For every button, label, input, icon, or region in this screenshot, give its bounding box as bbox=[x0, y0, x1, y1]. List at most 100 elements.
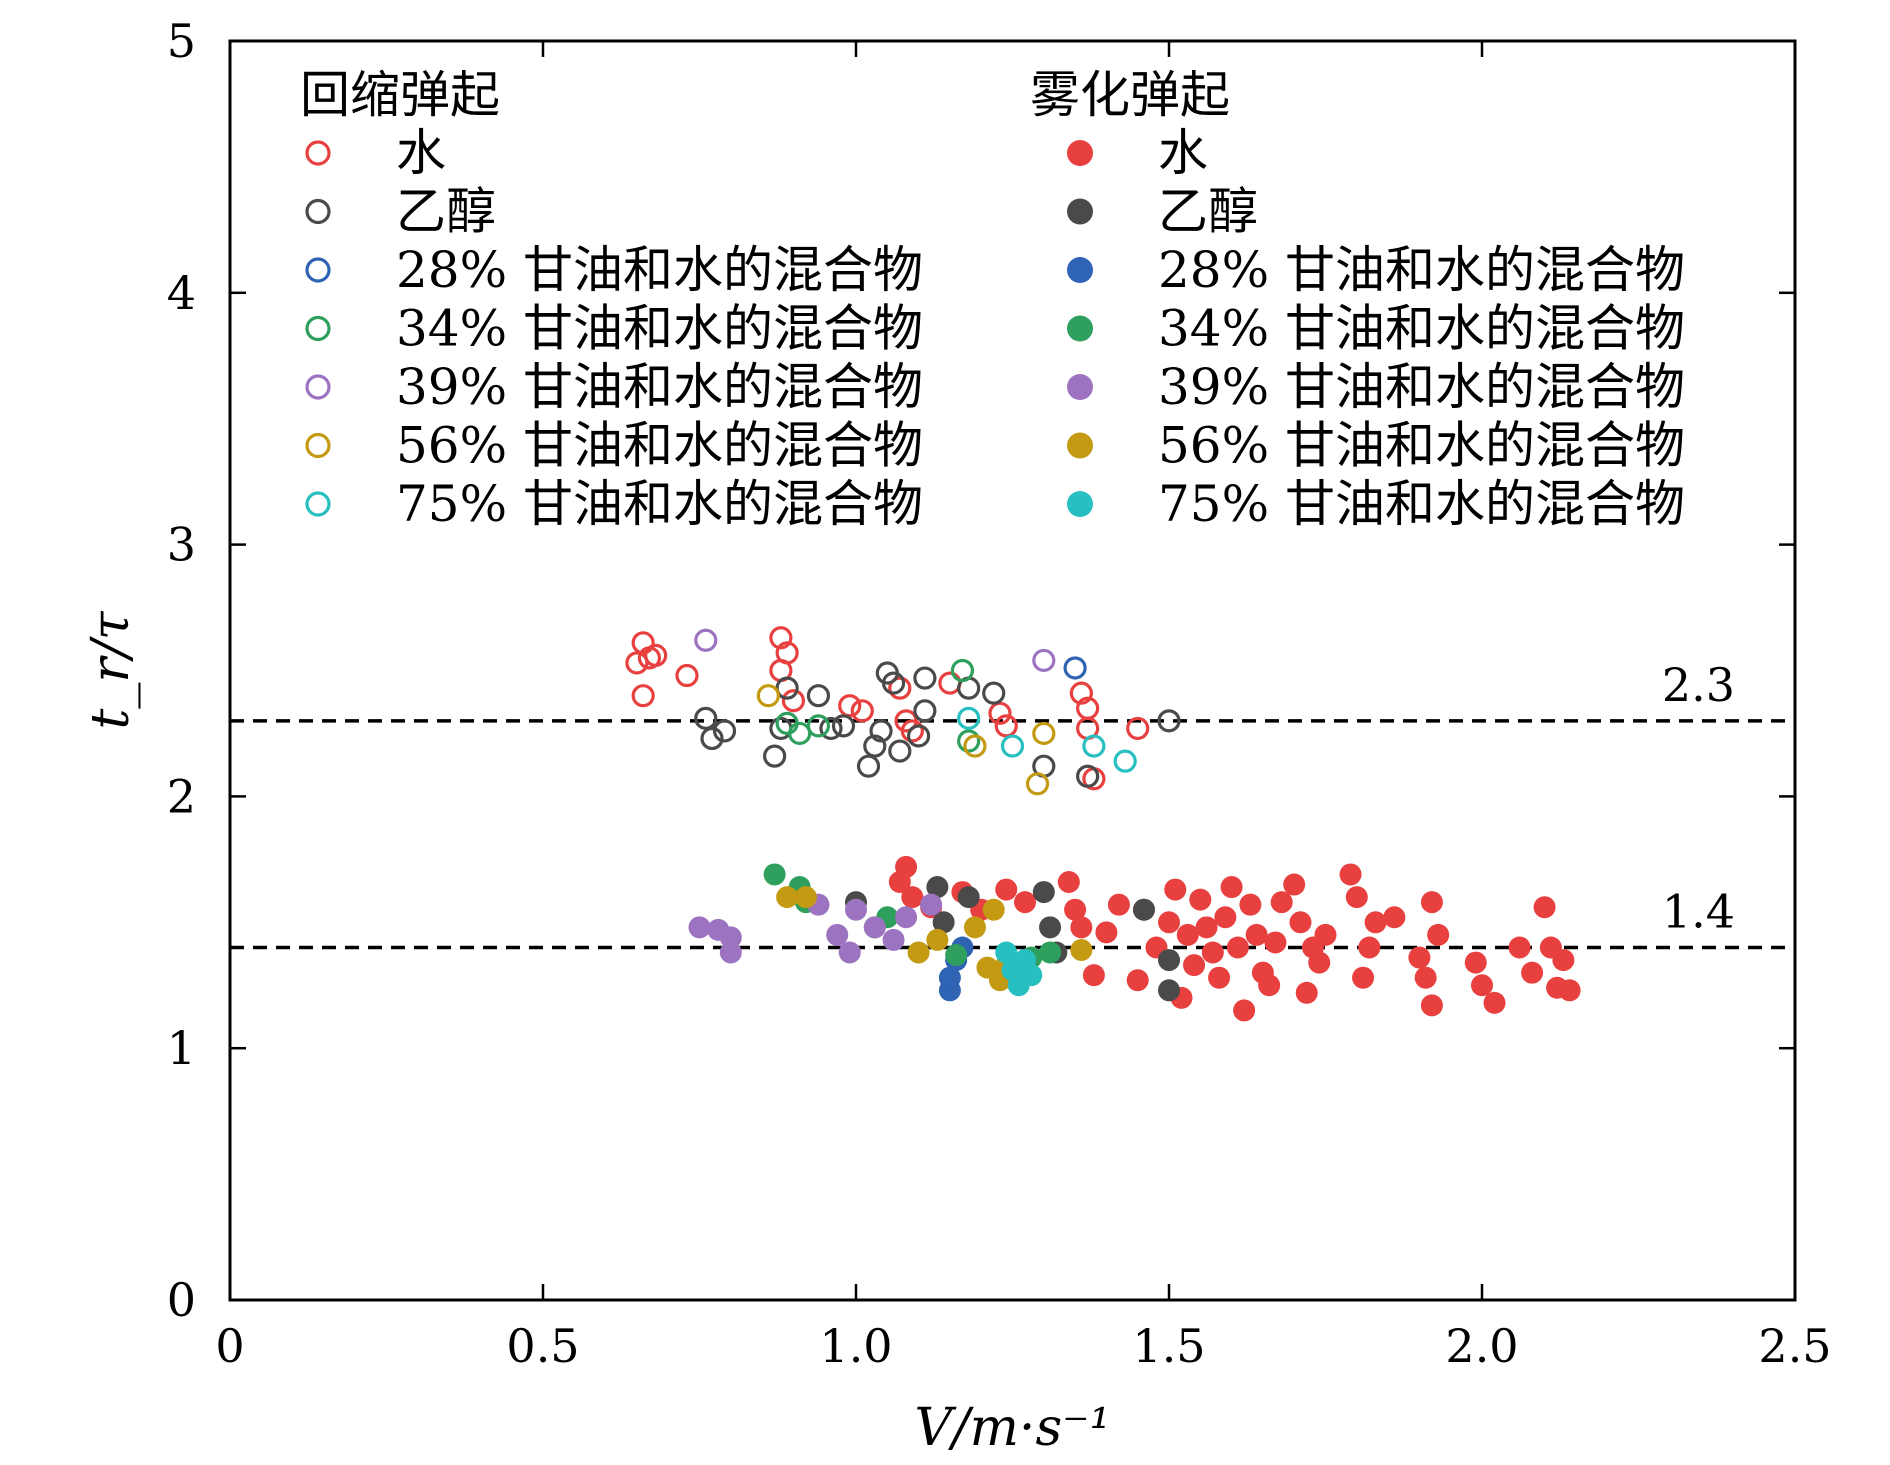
legend-marker-open bbox=[305, 257, 331, 283]
data-point bbox=[845, 898, 867, 921]
data-point bbox=[1063, 656, 1087, 680]
data-point bbox=[913, 699, 937, 723]
data-point bbox=[881, 671, 906, 695]
data-point bbox=[888, 739, 912, 763]
legend-label: 34% 甘油和水的混合物 bbox=[396, 300, 923, 358]
data-point bbox=[769, 716, 793, 741]
legend-label: 56% 甘油和水的混合物 bbox=[1158, 417, 1685, 475]
data-points bbox=[625, 626, 1581, 1022]
data-point bbox=[1189, 888, 1212, 911]
data-point bbox=[932, 911, 955, 934]
data-point bbox=[838, 694, 862, 718]
data-point bbox=[982, 898, 1005, 921]
data-point bbox=[694, 706, 718, 730]
data-point bbox=[1364, 911, 1387, 934]
data-point bbox=[1314, 923, 1337, 946]
series-open-3 bbox=[775, 658, 981, 753]
reference-line-label: 2.3 bbox=[1662, 658, 1735, 712]
data-point bbox=[1270, 891, 1293, 914]
series-open-0 bbox=[625, 626, 1150, 791]
data-point bbox=[1107, 893, 1130, 916]
legend-marker-open bbox=[305, 432, 331, 459]
data-point bbox=[1420, 891, 1443, 914]
legend-marker-filled bbox=[1067, 374, 1093, 400]
data-point bbox=[901, 886, 924, 909]
data-point bbox=[957, 729, 981, 753]
legend-marker-open bbox=[305, 374, 331, 400]
y-tick-label: 4 bbox=[167, 266, 196, 320]
legend-marker-open bbox=[305, 198, 331, 225]
data-point bbox=[907, 941, 930, 964]
data-point bbox=[913, 666, 937, 690]
legend-marker-open bbox=[305, 315, 331, 342]
data-point bbox=[1020, 964, 1043, 987]
data-point bbox=[994, 714, 1018, 738]
legend-group-title-open: 回缩弹起 bbox=[300, 66, 500, 124]
data-point bbox=[1158, 949, 1180, 972]
data-point bbox=[988, 701, 1012, 725]
data-point bbox=[1039, 941, 1062, 964]
series-open-4 bbox=[694, 628, 1056, 673]
series-open-2 bbox=[1063, 656, 1087, 680]
series-filled-13 bbox=[995, 941, 1043, 997]
data-point bbox=[945, 944, 968, 967]
data-point bbox=[719, 926, 742, 949]
data-point bbox=[1064, 898, 1087, 921]
data-point bbox=[920, 893, 943, 916]
series-filled-8 bbox=[845, 876, 1180, 1002]
legend-label: 乙醇 bbox=[1158, 183, 1258, 241]
series-filled-12 bbox=[776, 886, 1093, 992]
data-point bbox=[1095, 921, 1118, 944]
series-open-6 bbox=[957, 706, 1137, 773]
data-point bbox=[775, 676, 799, 700]
data-point bbox=[1226, 936, 1249, 959]
data-point bbox=[1032, 721, 1056, 746]
data-point bbox=[1070, 916, 1093, 939]
x-tick-label: 0.5 bbox=[506, 1319, 579, 1373]
data-point bbox=[1113, 749, 1137, 773]
legend-marker-filled bbox=[1067, 315, 1093, 342]
data-point bbox=[1220, 876, 1243, 899]
data-point bbox=[712, 719, 737, 743]
data-point bbox=[1295, 981, 1318, 1004]
data-point bbox=[1483, 991, 1506, 1014]
data-point bbox=[763, 863, 786, 886]
data-point bbox=[950, 658, 975, 683]
data-point bbox=[1358, 936, 1381, 959]
data-point bbox=[1239, 893, 1262, 916]
data-point bbox=[1471, 974, 1493, 997]
y-axis-title: t_r/τ bbox=[81, 610, 141, 729]
series-filled-11 bbox=[688, 893, 943, 964]
data-point bbox=[856, 754, 881, 778]
data-point bbox=[756, 684, 780, 708]
data-point bbox=[806, 684, 831, 708]
data-point bbox=[863, 916, 886, 939]
legend-label: 34% 甘油和水的混合物 bbox=[1158, 300, 1685, 358]
x-tick-label: 1.0 bbox=[819, 1319, 892, 1373]
data-point bbox=[625, 651, 649, 675]
data-point bbox=[1414, 966, 1437, 989]
data-point bbox=[926, 928, 949, 951]
legend-label: 39% 甘油和水的混合物 bbox=[396, 358, 923, 416]
data-point bbox=[794, 886, 817, 909]
data-point bbox=[1082, 964, 1105, 987]
data-point bbox=[1408, 946, 1431, 969]
data-point bbox=[1464, 951, 1487, 974]
data-point bbox=[838, 941, 861, 964]
data-point bbox=[831, 714, 856, 738]
data-point bbox=[1157, 709, 1181, 733]
data-point bbox=[644, 643, 668, 667]
data-point bbox=[1264, 931, 1287, 954]
data-point bbox=[826, 923, 849, 946]
data-point bbox=[1208, 966, 1231, 989]
x-tick-label: 2.0 bbox=[1445, 1319, 1518, 1373]
data-point bbox=[1283, 873, 1306, 896]
legend-marker-open bbox=[305, 140, 331, 166]
data-point bbox=[1039, 916, 1062, 939]
data-point bbox=[888, 676, 912, 700]
legend-marker-filled bbox=[1067, 257, 1093, 283]
data-point bbox=[926, 876, 949, 899]
data-point bbox=[995, 878, 1018, 901]
data-point bbox=[1014, 891, 1037, 914]
